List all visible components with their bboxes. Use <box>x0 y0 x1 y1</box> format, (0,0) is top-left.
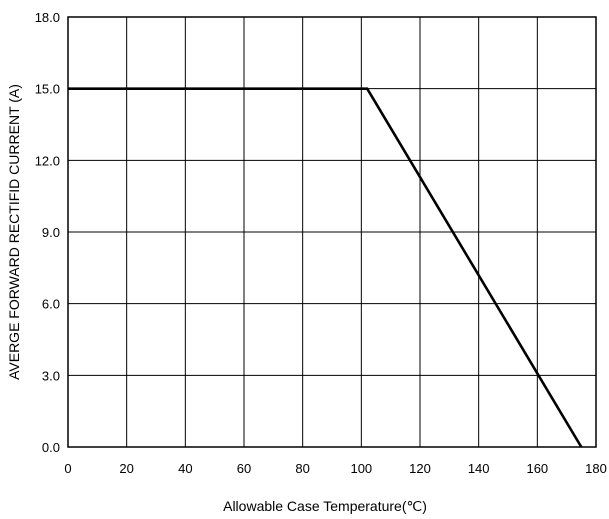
x-tick-label: 140 <box>468 461 490 476</box>
y-tick-label: 12.0 <box>35 153 60 168</box>
x-tick-label: 20 <box>119 461 133 476</box>
x-tick-label: 80 <box>295 461 309 476</box>
y-axis-label: AVERGE FORWARD RECTIFID CURRENT (A) <box>6 84 22 380</box>
y-tick-label: 9.0 <box>42 225 60 240</box>
y-tick-labels: 0.0 3.0 6.0 9.0 12.0 15.0 18.0 <box>35 10 60 455</box>
y-tick-label: 6.0 <box>42 297 60 312</box>
x-tick-label: 0 <box>64 461 71 476</box>
y-tick-label: 3.0 <box>42 368 60 383</box>
x-tick-label: 40 <box>178 461 192 476</box>
x-tick-labels: 0 20 40 60 80 100 120 140 160 180 <box>64 461 606 476</box>
y-tick-label: 18.0 <box>35 10 60 25</box>
series-line <box>68 87 583 448</box>
y-tick-label: 0.0 <box>42 440 60 455</box>
x-axis-label: Allowable Case Temperature(℃) <box>223 498 427 514</box>
y-tick-label: 15.0 <box>35 82 60 97</box>
x-tick-label: 160 <box>526 461 548 476</box>
x-tick-label: 60 <box>237 461 251 476</box>
x-tick-label: 100 <box>350 461 372 476</box>
x-tick-label: 120 <box>409 461 431 476</box>
x-tick-label: 180 <box>585 461 607 476</box>
